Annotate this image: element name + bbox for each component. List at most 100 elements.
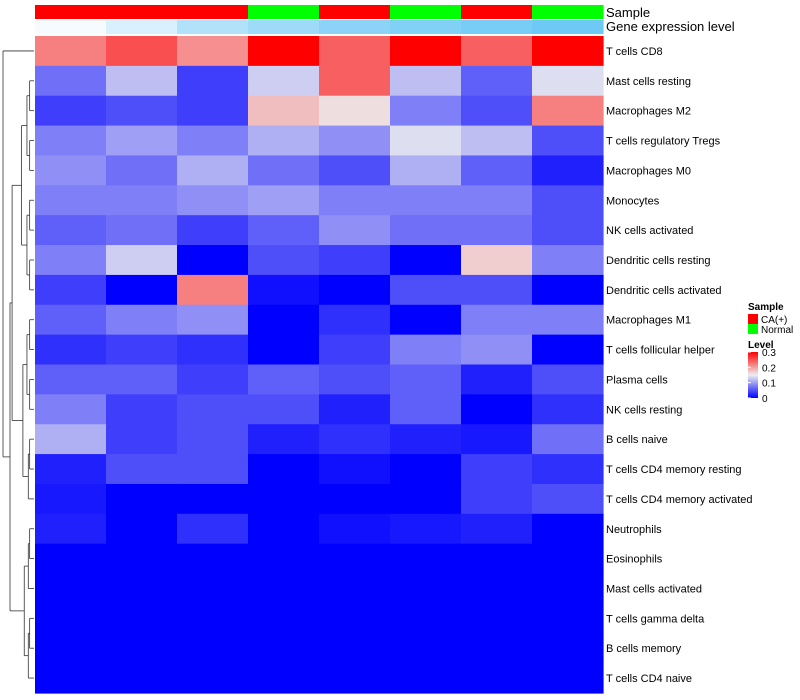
heatmap-cell	[35, 125, 107, 157]
heatmap-cell	[35, 215, 107, 246]
row-label: Dendritic cells resting	[606, 255, 711, 267]
legend-level-title: Level	[748, 340, 774, 351]
row-label: NK cells activated	[606, 225, 693, 237]
heatmap-cell	[390, 65, 462, 97]
heatmap-cell	[177, 603, 249, 634]
heatmap-cell	[390, 245, 462, 276]
heatmap-cell	[319, 454, 391, 485]
heatmap-cell	[532, 543, 604, 575]
heatmap-cell	[35, 454, 107, 485]
heatmap-cell	[390, 543, 462, 575]
heatmap-cell	[319, 573, 391, 605]
heatmap-cell	[106, 603, 178, 634]
heatmap-cell	[248, 95, 320, 127]
heatmap-cell	[248, 513, 320, 545]
legend-swatch	[748, 324, 758, 334]
heatmap-cell	[461, 36, 533, 67]
heatmap-cell	[106, 185, 178, 216]
heatmap-cell	[390, 185, 462, 216]
heatmap-cell	[532, 125, 604, 157]
sample-annotation-cell	[106, 5, 178, 19]
heatmap-cell	[319, 543, 391, 575]
heatmap-cell	[35, 334, 107, 366]
heatmap-cell	[532, 155, 604, 186]
heatmap-cell	[106, 483, 178, 515]
heatmap-cell	[461, 155, 533, 186]
heatmap-cell	[106, 95, 178, 127]
heatmap-cell	[532, 36, 604, 67]
heatmap-cell	[106, 364, 178, 395]
heatmap-cell	[319, 424, 391, 455]
heatmap-cell	[35, 394, 107, 425]
legend-sample-label: Normal	[761, 325, 793, 336]
row-label: Macrophages M0	[606, 165, 691, 177]
heatmap-cell	[532, 633, 604, 664]
heatmap-cell	[319, 513, 391, 545]
heatmap-cell	[461, 454, 533, 485]
legend: Sample Level CA(+)Normal 0.3 0.2 0.1 0	[748, 302, 793, 405]
heatmap-cell	[35, 185, 107, 216]
heatmap-cell	[319, 274, 391, 306]
heatmap-cell	[461, 274, 533, 306]
heatmap-cell	[248, 36, 320, 67]
heatmap-cell	[177, 304, 249, 336]
heatmap-cell	[319, 155, 391, 186]
heatmap-cell	[461, 215, 533, 246]
heatmap-cell	[106, 125, 178, 157]
heatmap-cell	[177, 185, 249, 216]
heatmap-cell	[461, 65, 533, 97]
heatmap-cell	[106, 36, 178, 67]
heatmap-cell	[461, 633, 533, 664]
heatmap-cell	[319, 95, 391, 127]
heatmap-cell	[177, 454, 249, 485]
sample-annotation-cell	[177, 5, 249, 19]
gene-level-annotation-cell	[461, 20, 533, 34]
heatmap-cell	[390, 125, 462, 157]
heatmap-cell	[461, 573, 533, 605]
heatmap-cell	[248, 364, 320, 395]
heatmap-cell	[390, 483, 462, 515]
level-tick-label: 0	[762, 394, 768, 405]
gene-level-annotation-cell	[106, 20, 178, 34]
heatmap-cell	[532, 185, 604, 216]
heatmap-cell	[390, 633, 462, 664]
heatmap-cell	[248, 424, 320, 455]
heatmap-cell	[390, 394, 462, 425]
heatmap-cell	[248, 125, 320, 157]
heatmap-cell	[248, 155, 320, 186]
sample-annotation-cell	[319, 5, 391, 19]
row-label: Macrophages M2	[606, 106, 691, 118]
heatmap-cell	[248, 543, 320, 575]
heatmap-cell	[461, 424, 533, 455]
heatmap-cell	[532, 245, 604, 276]
heatmap-cell	[390, 424, 462, 455]
heatmap-cell	[390, 36, 462, 67]
legend-swatch	[748, 314, 758, 324]
level-tick-label: 0.3	[762, 348, 776, 359]
heatmap-cell	[248, 215, 320, 246]
level-tick-label: 0.2	[762, 363, 776, 374]
heatmap-cell	[106, 663, 178, 694]
gene-level-annotation-cell	[177, 20, 249, 34]
row-label: T cells regulatory Tregs	[606, 136, 721, 148]
heatmap-cell	[390, 454, 462, 485]
heatmap-cell	[106, 274, 178, 306]
heatmap-cell	[461, 95, 533, 127]
row-label: T cells CD4 memory activated	[606, 494, 753, 506]
heatmap-cell	[177, 394, 249, 425]
heatmap-cell	[248, 394, 320, 425]
heatmap-cell	[248, 454, 320, 485]
heatmap-cell	[106, 215, 178, 246]
sample-annotation-cell	[248, 5, 320, 19]
heatmap-cell	[390, 573, 462, 605]
row-label: Neutrophils	[606, 524, 662, 536]
row-label: Eosinophils	[606, 554, 663, 566]
heatmap-cell	[390, 304, 462, 336]
heatmap-cell	[177, 125, 249, 157]
heatmap-cell	[35, 573, 107, 605]
heatmap-cell	[106, 65, 178, 97]
heatmap-cell	[390, 513, 462, 545]
heatmap-cell	[532, 304, 604, 336]
heatmap-cell	[532, 573, 604, 605]
heatmap-cell	[177, 155, 249, 186]
